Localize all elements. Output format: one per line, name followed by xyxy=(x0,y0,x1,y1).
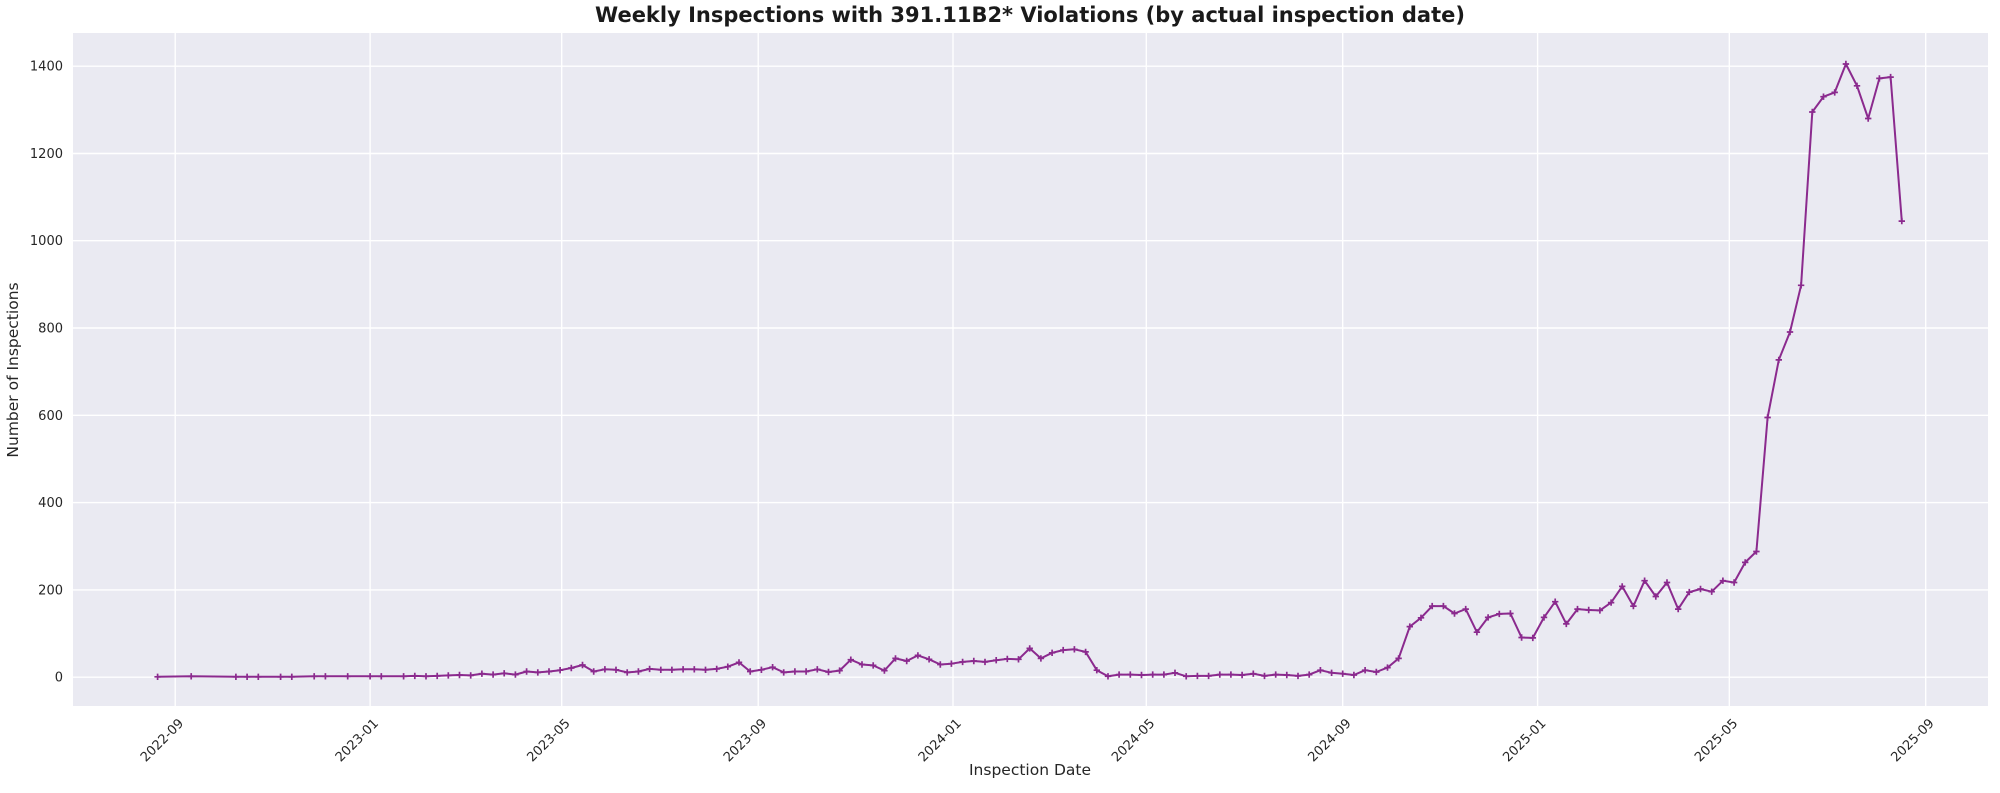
y-tick-label: 200 xyxy=(38,583,63,598)
x-tick-label: 2024-05 xyxy=(1109,716,1158,765)
x-tick-label: 2025-09 xyxy=(1889,716,1938,765)
x-tick-label: 2025-05 xyxy=(1692,716,1741,765)
chart-title: Weekly Inspections with 391.11B2* Violat… xyxy=(595,3,1465,27)
x-tick-labels: 2022-09 2023-01 2023-05 2023-09 2024-01 2024-… xyxy=(138,716,1938,765)
y-tick-label: 800 xyxy=(38,322,63,337)
grid-path xyxy=(73,33,1988,706)
gridlines xyxy=(73,33,1988,706)
y-tick-labels: 0 200 400 600 800 1000 1200 1400 xyxy=(30,60,63,686)
y-tick-label: 600 xyxy=(38,409,63,424)
x-tick-label: 2025-01 xyxy=(1500,716,1549,765)
x-tick-label: 2023-01 xyxy=(333,716,382,765)
x-tick-label: 2024-09 xyxy=(1306,716,1355,765)
y-axis-label: Number of Inspections xyxy=(4,282,22,457)
y-tick-label: 1000 xyxy=(30,234,63,249)
x-tick-label: 2023-05 xyxy=(525,716,574,765)
plot-area xyxy=(73,33,1988,706)
x-tick-label: 2023-09 xyxy=(721,716,770,765)
y-tick-label: 1200 xyxy=(30,147,63,162)
y-tick-label: 0 xyxy=(55,671,63,686)
x-tick-label: 2022-09 xyxy=(138,716,187,765)
y-tick-label: 400 xyxy=(38,496,63,511)
inspections-markers xyxy=(154,60,1905,680)
data-series xyxy=(154,60,1905,680)
x-axis-label: Inspection Date xyxy=(969,761,1091,779)
x-tick-label: 2024-01 xyxy=(916,716,965,765)
y-tick-label: 1400 xyxy=(30,60,63,75)
